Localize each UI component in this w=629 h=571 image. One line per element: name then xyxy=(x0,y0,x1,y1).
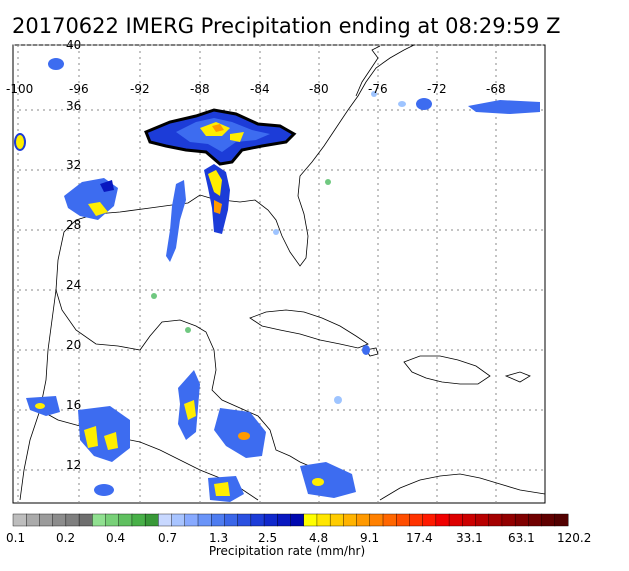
colorbar-swatch xyxy=(78,513,93,527)
colorbar-swatch xyxy=(356,513,371,527)
longitude-labels: -100 -96 -92 -88 -84 -80 -76 -72 -68 xyxy=(6,82,506,96)
colorbar-swatch xyxy=(514,513,529,527)
colorbar-swatch xyxy=(65,513,80,527)
colorbar-swatch xyxy=(303,513,318,527)
colorbar-tick-label: 63.1 xyxy=(508,531,535,545)
colorbar xyxy=(12,513,569,527)
colorbar-swatch xyxy=(382,513,397,527)
colorbar-swatch xyxy=(105,513,120,527)
coastlines xyxy=(19,44,546,501)
colorbar-swatch xyxy=(52,513,67,527)
colorbar-tick-label: 9.1 xyxy=(360,531,379,545)
colorbar-swatch xyxy=(462,513,477,527)
colorbar-swatch xyxy=(290,513,305,527)
lon-label: -84 xyxy=(250,82,270,96)
colorbar-swatch xyxy=(197,513,212,527)
colorbar-swatch xyxy=(26,513,40,527)
colorbar-tick-label: 17.4 xyxy=(406,531,433,545)
colorbar-tick-label: 4.8 xyxy=(309,531,328,545)
colorbar-swatch xyxy=(409,513,424,527)
lat-label: 20 xyxy=(66,338,81,352)
colorbar-swatch xyxy=(171,513,186,527)
colorbar-tick-label: 1.3 xyxy=(209,531,228,545)
colorbar-axis-label: Precipitation rate (mm/hr) xyxy=(209,544,365,558)
colorbar-swatch xyxy=(316,513,331,527)
lat-label: 12 xyxy=(66,458,81,472)
colorbar-swatch xyxy=(329,513,344,527)
lon-label: -76 xyxy=(368,82,388,96)
lat-label: 40 xyxy=(66,38,81,52)
colorbar-swatch xyxy=(237,513,252,527)
colorbar-swatch xyxy=(250,513,265,527)
colorbar-swatch xyxy=(211,513,225,527)
colorbar-swatch xyxy=(39,513,54,527)
colorbar-swatch xyxy=(528,513,543,527)
colorbar-swatch xyxy=(422,513,437,527)
lat-label: 32 xyxy=(66,158,81,172)
lat-label: 28 xyxy=(66,218,81,232)
colorbar-tick-label: 33.1 xyxy=(456,531,483,545)
colorbar-tick-label: 0.7 xyxy=(158,531,177,545)
colorbar-tick-label: 0.4 xyxy=(106,531,125,545)
colorbar-tick-label: 2.5 xyxy=(258,531,277,545)
colorbar-swatch xyxy=(131,513,146,527)
colorbar-swatch xyxy=(263,513,278,527)
colorbar-swatch xyxy=(92,513,107,527)
colorbar-swatch xyxy=(501,513,516,527)
colorbar-swatch xyxy=(475,513,490,527)
colorbar-tick-label: 120.2 xyxy=(557,531,591,545)
gridlines xyxy=(13,44,545,503)
lat-label: 24 xyxy=(66,278,81,292)
lon-label: -92 xyxy=(130,82,150,96)
colorbar-swatch xyxy=(158,513,173,527)
colorbar-swatch xyxy=(448,513,463,527)
lon-label: -68 xyxy=(486,82,506,96)
colorbar-swatch xyxy=(343,513,358,527)
latitude-labels: 40 36 32 28 24 20 16 12 xyxy=(66,38,81,472)
colorbar-swatch xyxy=(369,513,384,527)
lat-label: 36 xyxy=(66,99,81,113)
colorbar-swatch xyxy=(118,513,133,527)
lon-label: -72 xyxy=(427,82,447,96)
lon-label: -100 xyxy=(6,82,33,96)
colorbar-swatch xyxy=(12,513,27,527)
colorbar-swatch xyxy=(554,513,569,527)
colorbar-swatch xyxy=(541,513,556,527)
colorbar-swatch xyxy=(488,513,503,527)
lon-label: -96 xyxy=(69,82,89,96)
colorbar-swatch xyxy=(435,513,450,527)
colorbar-swatch xyxy=(396,513,410,527)
precipitation-field xyxy=(14,58,540,502)
lat-label: 16 xyxy=(66,398,81,412)
colorbar-swatch xyxy=(224,513,239,527)
colorbar-swatch xyxy=(277,513,292,527)
colorbar-tick-label: 0.1 xyxy=(6,531,25,545)
colorbar-swatch xyxy=(184,513,199,527)
colorbar-tick-labels: 0.1 0.2 0.4 0.7 1.3 2.5 4.8 9.1 17.4 33.… xyxy=(6,531,591,545)
colorbar-tick-label: 0.2 xyxy=(56,531,75,545)
map-title: 20170622 IMERG Precipitation ending at 0… xyxy=(12,14,561,38)
colorbar-swatch xyxy=(144,513,159,527)
lon-label: -88 xyxy=(190,82,210,96)
lon-label: -80 xyxy=(309,82,329,96)
